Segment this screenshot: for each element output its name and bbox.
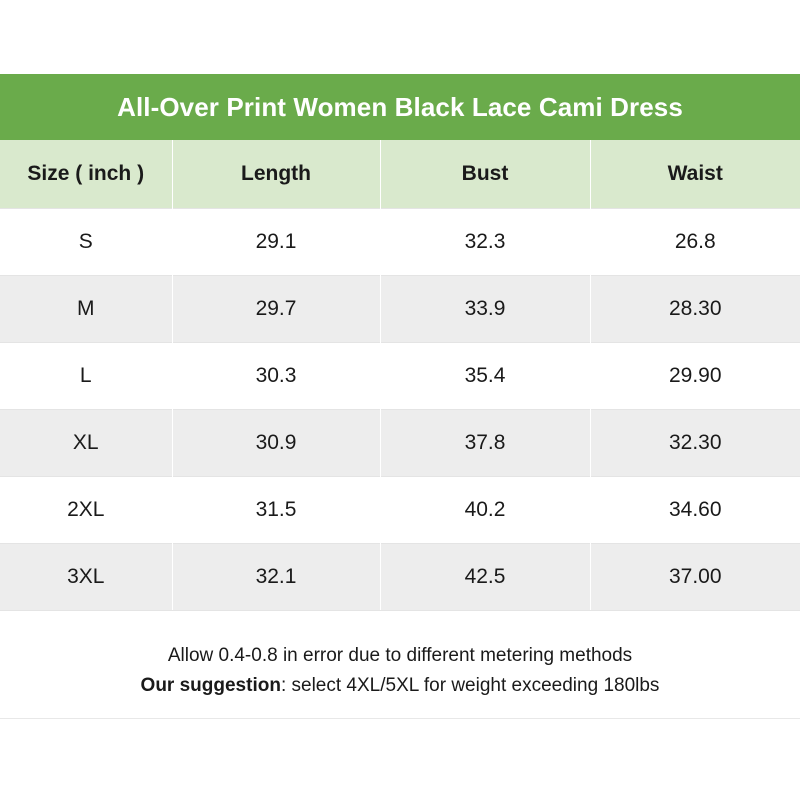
column-header-size: Size ( inch ) <box>0 140 173 208</box>
cell-waist: 34.60 <box>590 475 800 543</box>
cell-bust: 35.4 <box>380 341 591 409</box>
table-row: S 29.1 32.3 26.8 <box>0 207 800 275</box>
cell-size: S <box>0 207 173 275</box>
table-header: Size ( inch ) Length Bust Waist <box>0 140 800 208</box>
note-tolerance: Allow 0.4-0.8 in error due to different … <box>167 644 633 666</box>
note-suggestion: Our suggestion: select 4XL/5XL for weigh… <box>0 671 800 701</box>
column-header-length: Length <box>172 140 381 208</box>
title-banner: All-Over Print Women Black Lace Cami Dre… <box>0 74 800 140</box>
cell-length: 29.1 <box>172 207 381 275</box>
cell-length: 30.3 <box>172 341 381 409</box>
cell-length: 30.9 <box>172 408 381 476</box>
cell-waist: 32.30 <box>590 408 800 476</box>
cell-length: 31.5 <box>172 475 381 543</box>
cell-length: 32.1 <box>172 542 381 611</box>
table-row: M 29.7 33.9 28.30 <box>0 274 800 342</box>
note-suggestion-label: Our suggestion <box>140 674 281 696</box>
footer-notes: Allow 0.4-0.8 in error due to different … <box>0 611 800 701</box>
top-spacer <box>0 0 800 74</box>
table-row: 2XL 31.5 40.2 34.60 <box>0 475 800 543</box>
column-header-bust: Bust <box>380 140 591 208</box>
table-header-row: Size ( inch ) Length Bust Waist <box>0 140 800 208</box>
cell-size: 2XL <box>0 475 173 543</box>
cell-bust: 37.8 <box>380 408 591 476</box>
page-title: All-Over Print Women Black Lace Cami Dre… <box>117 92 683 122</box>
cell-bust: 42.5 <box>380 542 591 611</box>
cell-size: L <box>0 341 173 409</box>
table-row: L 30.3 35.4 29.90 <box>0 341 800 409</box>
table-body: S 29.1 32.3 26.8 M 29.7 33.9 28.30 L 30.… <box>0 207 800 611</box>
cell-waist: 28.30 <box>590 274 800 342</box>
table-row: 3XL 32.1 42.5 37.00 <box>0 542 800 611</box>
cell-bust: 32.3 <box>380 207 591 275</box>
cell-size: M <box>0 274 173 342</box>
bottom-divider <box>0 717 800 719</box>
note-suggestion-text: : select 4XL/5XL for weight exceeding 18… <box>280 674 660 696</box>
cell-waist: 29.90 <box>590 341 800 409</box>
table-row: XL 30.9 37.8 32.30 <box>0 408 800 476</box>
cell-bust: 33.9 <box>380 274 591 342</box>
cell-length: 29.7 <box>172 274 381 342</box>
size-chart-table: Size ( inch ) Length Bust Waist S 29.1 3… <box>0 140 800 611</box>
cell-bust: 40.2 <box>380 475 591 543</box>
cell-waist: 37.00 <box>590 542 800 611</box>
cell-size: 3XL <box>0 542 173 611</box>
cell-size: XL <box>0 408 173 476</box>
column-header-waist: Waist <box>590 140 800 208</box>
cell-waist: 26.8 <box>590 207 800 275</box>
